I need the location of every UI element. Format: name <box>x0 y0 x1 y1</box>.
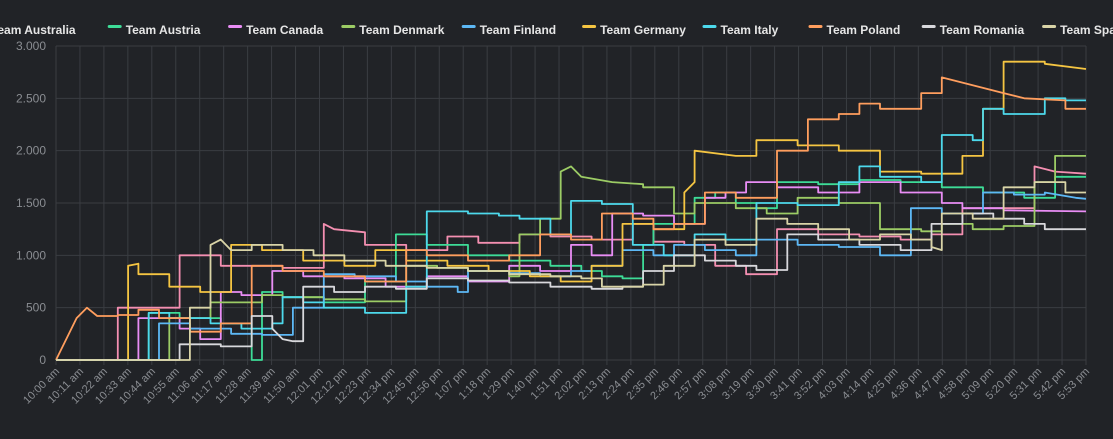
legend-swatch <box>702 25 717 28</box>
legend-item[interactable]: Team Austria <box>107 23 201 37</box>
legend-label: Team Italy <box>721 23 779 37</box>
legend-item[interactable]: Team Germany <box>582 23 686 37</box>
legend-swatch <box>1042 25 1057 28</box>
y-tick-label: 0 <box>39 353 46 367</box>
y-tick-label: 3.000 <box>16 39 46 53</box>
legend-item[interactable]: Team Denmark <box>341 23 445 37</box>
y-axis-ticks: 0 500 1.000 1.500 2.000 2.500 3.000 <box>16 39 46 367</box>
legend-item[interactable]: Team Australia <box>0 23 76 37</box>
legend-item[interactable]: Team Finland <box>461 23 556 37</box>
y-tick-label: 2.000 <box>16 144 46 158</box>
series-lines <box>55 60 1087 361</box>
legend-swatch <box>461 25 476 28</box>
legend-label: Team Australia <box>0 23 76 37</box>
legend-item[interactable]: Team Poland <box>808 23 901 37</box>
series-line-team-germany <box>56 60 1087 361</box>
legend-item[interactable]: Team Romania <box>921 23 1025 37</box>
series-line-team-canada <box>56 181 1087 361</box>
legend-item[interactable]: Team Canada <box>228 23 324 37</box>
y-tick-label: 500 <box>26 301 46 315</box>
y-tick-label: 1.500 <box>16 196 46 210</box>
legend-item[interactable]: Team Spain <box>1042 23 1113 37</box>
legend-swatch <box>228 25 243 28</box>
series-line-team-austria <box>56 175 1086 361</box>
legend-swatch <box>107 25 122 28</box>
gridlines <box>55 45 1087 365</box>
y-tick-label: 2.500 <box>16 91 46 105</box>
series-line-team-italy <box>56 97 1086 361</box>
legend-item[interactable]: Team Italy <box>702 23 779 37</box>
legend-label: Team Denmark <box>359 23 444 37</box>
legend-swatch <box>582 25 597 28</box>
y-tick-label: 1.000 <box>16 248 46 262</box>
legend-swatch <box>808 25 823 28</box>
legend-label: Team Spain <box>1060 23 1113 37</box>
legend-swatch <box>341 25 356 28</box>
series-line-team-spain <box>56 181 1086 361</box>
legend-label: Team Canada <box>246 23 323 37</box>
legend: Team Australia Team Austria Team Canada Tea… <box>0 23 1113 37</box>
legend-label: Team Germany <box>600 23 686 37</box>
legend-label: Team Austria <box>126 23 201 37</box>
legend-label: Team Romania <box>940 23 1025 37</box>
legend-label: Team Finland <box>480 23 556 37</box>
legend-label: Team Poland <box>827 23 901 37</box>
legend-swatch <box>921 25 936 28</box>
